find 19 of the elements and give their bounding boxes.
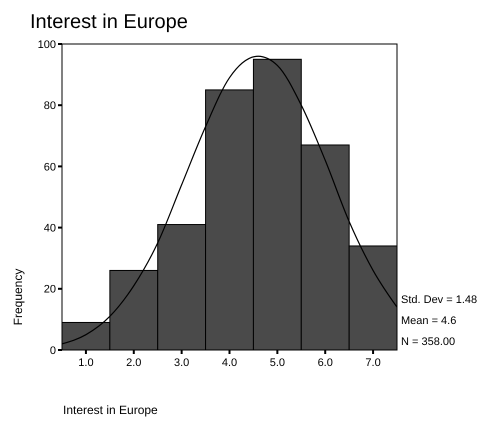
y-tick-label: 40 <box>44 222 56 234</box>
x-tick-label: 6.0 <box>318 357 333 369</box>
y-tick-label: 80 <box>44 100 56 112</box>
text: Std. Dev = 1.48 <box>401 294 478 306</box>
x-tick-label: 5.0 <box>270 357 286 369</box>
y-tick-label: 60 <box>44 161 56 174</box>
x-tick-label: 4.0 <box>222 357 238 369</box>
y-tick-label: 0 <box>50 344 56 357</box>
text: N = 358.00 <box>401 336 456 348</box>
x-tick-label: 2.0 <box>126 357 142 369</box>
text: Mean = 4.6 <box>401 315 456 327</box>
y-tick-label: 100 <box>38 38 56 51</box>
x-axis-title: Interest in Europe <box>63 403 158 417</box>
y-axis-title: Frequency <box>11 268 25 326</box>
x-tick-label: 1.0 <box>78 357 94 369</box>
x-tick-label: 7.0 <box>365 357 381 369</box>
chart-title: Interest in Europe <box>30 11 188 33</box>
x-tick-label: 3.0 <box>174 357 190 369</box>
y-tick-label: 20 <box>44 284 56 296</box>
